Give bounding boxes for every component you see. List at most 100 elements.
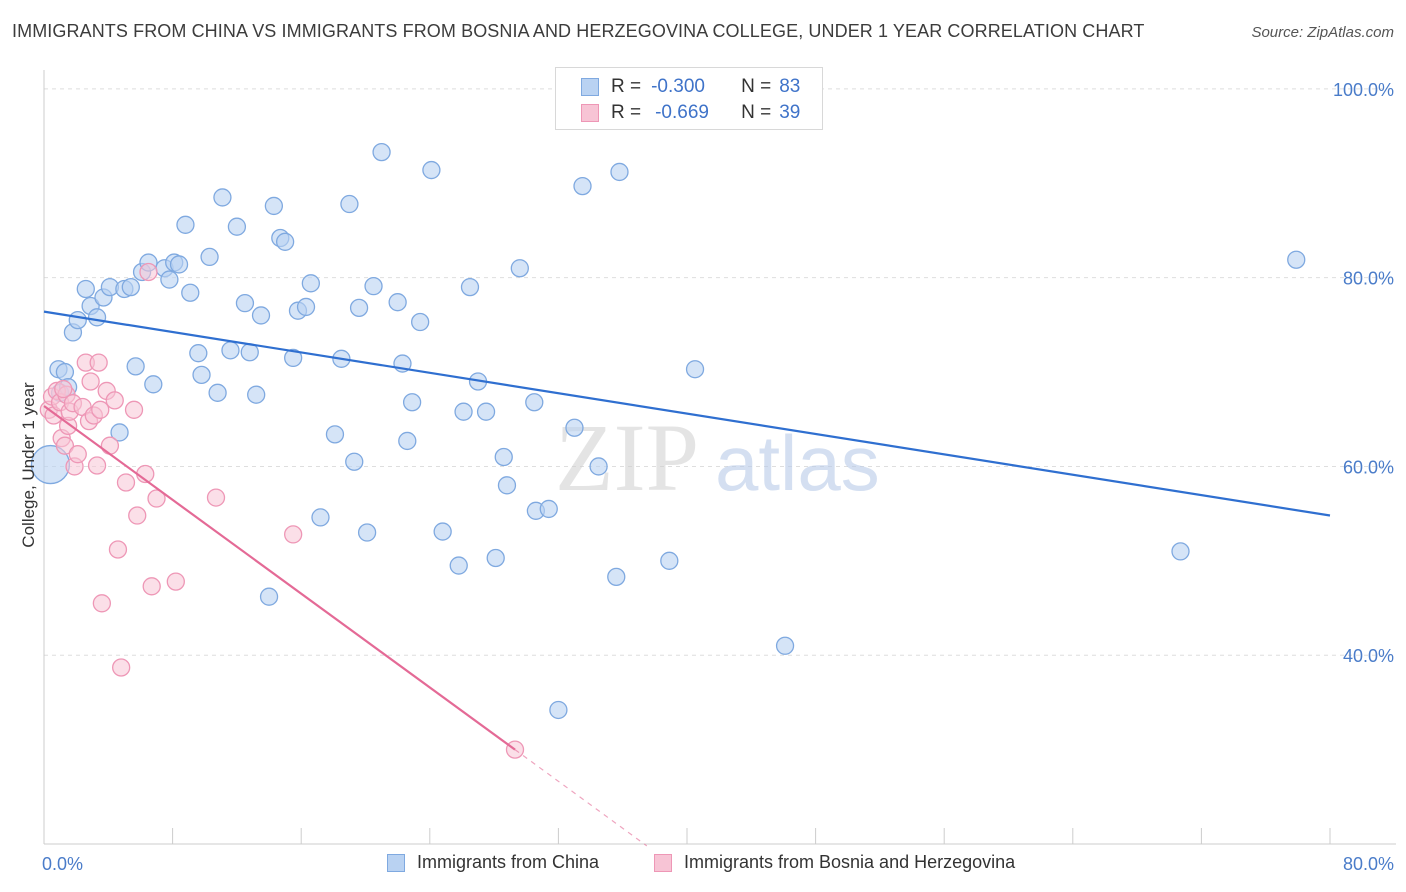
bosnia-point [87,456,107,475]
bosnia-point [100,436,120,455]
bosnia-point [166,572,185,591]
y-tick-label: 80.0% [1343,269,1394,289]
bosnia-legend-swatch [654,853,672,872]
china-point [433,522,452,541]
axes [43,70,1396,845]
china-point [364,277,383,296]
china-point [539,499,558,519]
china-point [510,259,529,278]
china-point [460,277,480,297]
china-point [1171,542,1190,561]
china-point [284,348,303,368]
china-point [372,142,391,162]
china-point [126,357,145,376]
china-point [589,457,608,476]
r-label: R = [611,76,642,97]
bosnia-trend-line [43,405,516,751]
series-legend: Immigrants from China Immigrants from Bo… [0,852,1406,878]
china-point [486,548,505,568]
china-point [340,194,359,214]
watermark-atlas: atlas [715,419,880,507]
stats-row-china: R = -0.300 N = 83 [581,75,800,99]
china-point [775,636,795,655]
n-label: N = [741,76,772,97]
bosnia-point [68,445,87,464]
china-point [110,423,129,442]
china-point [573,176,592,196]
n-value: 39 [779,102,801,123]
china-point [494,447,513,467]
tick-labels: 0.0% 80.0% 40.0% 60.0% 80.0% 100.0% [42,80,1394,874]
bosnia-swatch [581,104,599,122]
bosnia-point [105,391,124,410]
bosnia-point [139,262,158,282]
bosnia-point [112,658,131,677]
gridlines [44,88,1396,656]
bosnia-point [54,379,73,399]
x-tick-label: 80.0% [1343,854,1394,874]
china-point [607,567,626,587]
china-point [357,523,377,542]
legend-item-bosnia[interactable]: Immigrants from Bosnia and Herzegovina [654,852,1015,873]
china-point [660,551,679,570]
bosnia-trend-extension [514,749,648,847]
china-point [311,508,330,527]
bosnia-point [116,473,136,492]
china-point [160,270,179,289]
bosnia-point [55,436,75,455]
china-point [264,196,284,216]
china-point [296,297,316,317]
bosnia-point [92,594,112,613]
china-point [208,383,227,402]
china-point [247,385,266,404]
china-point [200,247,219,267]
bosnia-point [147,489,166,508]
china-point [610,162,629,182]
china-point [476,402,496,421]
china-point [275,232,295,251]
china-point [685,360,705,379]
chart-title: IMMIGRANTS FROM CHINA VS IMMIGRANTS FROM… [12,21,1145,41]
bosnia-point [206,488,226,507]
legend-label-china: Immigrants from China [417,852,600,872]
china-point [398,431,417,451]
bosnia-point [284,525,303,544]
legend-item-china[interactable]: Immigrants from China [387,852,599,873]
r-label: R = [611,102,642,123]
china-point [565,418,584,437]
stats-row-bosnia: R = -0.669 N = 39 [581,101,800,125]
r-value: -0.669 [655,102,709,123]
china-point [388,293,407,312]
y-tick-label: 100.0% [1333,80,1394,100]
x-tick-label: 0.0% [42,854,83,874]
n-value: 83 [779,76,801,97]
china-point [176,215,195,234]
china-point [144,375,163,394]
china-point [227,217,247,236]
china-point [325,425,345,444]
china-point [235,293,255,313]
source-credit: Source: ZipAtlas.com [1251,24,1394,41]
china-point [454,402,473,421]
legend-label-bosnia: Immigrants from Bosnia and Herzegovina [684,852,1016,872]
trend-lines [43,310,1331,847]
china-point [55,362,75,382]
china-point [411,312,430,332]
china-point [251,306,271,325]
china-point [121,277,140,297]
y-tick-label: 60.0% [1343,457,1394,477]
series-china-points [30,142,1306,720]
china-point [68,310,87,330]
bosnia-point [91,400,110,419]
series-bosnia-points [39,262,525,759]
china-point [549,700,568,720]
y-tick-label: 40.0% [1343,646,1394,666]
stats-legend: R = -0.300 N = 83 R = -0.669 N = 39 [555,67,823,130]
china-point [301,274,320,293]
china-point [1287,250,1306,269]
china-legend-swatch [387,853,405,872]
china-point [259,587,279,606]
y-axis-title: College, Under 1 year [19,382,38,548]
zipatlas-watermark: ZIP atlas [555,404,880,511]
